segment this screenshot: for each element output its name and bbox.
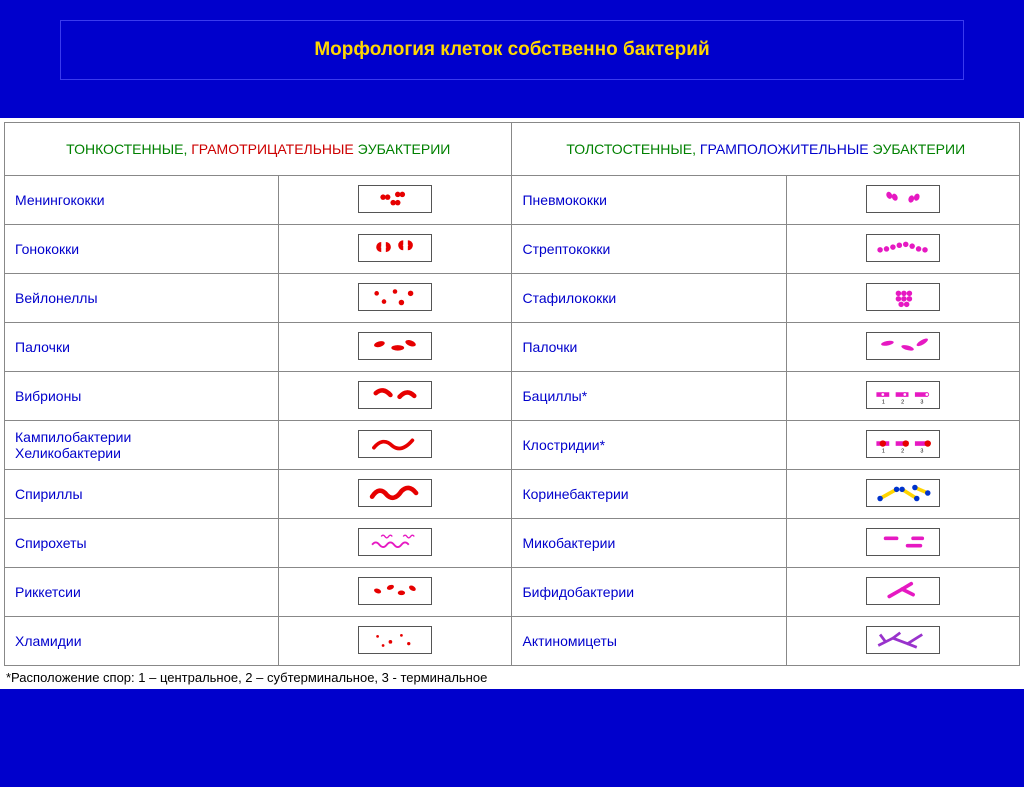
hdr-left-1: ТОНКОСТЕННЫЕ, xyxy=(66,141,187,157)
page-title: Морфология клеток собственно бактерий xyxy=(60,20,964,80)
row-label-left: Вибрионы xyxy=(5,372,279,421)
row-label-left: Спирохеты xyxy=(5,519,279,568)
row-label-right: Актиномицеты xyxy=(512,617,786,666)
hdr-left-3: ЭУБАКТЕРИИ xyxy=(358,141,451,157)
row-icon-left xyxy=(279,617,512,666)
table-row: Вибрионы Бациллы* xyxy=(5,372,1020,421)
row-icon-right xyxy=(786,519,1019,568)
row-icon-left xyxy=(279,421,512,470)
row-label-right: Палочки xyxy=(512,323,786,372)
table-row: Спирохеты Микобактерии xyxy=(5,519,1020,568)
row-icon-left xyxy=(279,519,512,568)
row-icon-right xyxy=(786,176,1019,225)
row-label-left: Спириллы xyxy=(5,470,279,519)
row-icon-right xyxy=(786,568,1019,617)
footnote: *Расположение спор: 1 – центральное, 2 –… xyxy=(4,666,1020,687)
table-header-row: ТОНКОСТЕННЫЕ, ГРАМОТРИЦАТЕЛЬНЫЕ ЭУБАКТЕР… xyxy=(5,123,1020,176)
morphology-table: ТОНКОСТЕННЫЕ, ГРАМОТРИЦАТЕЛЬНЫЕ ЭУБАКТЕР… xyxy=(4,122,1020,666)
morphology-table-container: ТОНКОСТЕННЫЕ, ГРАМОТРИЦАТЕЛЬНЫЕ ЭУБАКТЕР… xyxy=(0,118,1024,689)
table-row: Менингококки Пневмококки xyxy=(5,176,1020,225)
table-row: КампилобактерииХеликобактерии Клостридии* xyxy=(5,421,1020,470)
row-icon-right xyxy=(786,617,1019,666)
row-icon-right xyxy=(786,274,1019,323)
row-icon-left xyxy=(279,372,512,421)
table-row: Спириллы Коринебактерии xyxy=(5,470,1020,519)
header-right: ТОЛСТОСТЕННЫЕ, ГРАМПОЛОЖИТЕЛЬНЫЕ ЭУБАКТЕ… xyxy=(512,123,1020,176)
hdr-right-1: ТОЛСТОСТЕННЫЕ, xyxy=(566,141,696,157)
hdr-left-2: ГРАМОТРИЦАТЕЛЬНЫЕ xyxy=(191,141,354,157)
row-label-right: Бациллы* xyxy=(512,372,786,421)
row-label-left: Гонококки xyxy=(5,225,279,274)
table-row: Палочки Палочки xyxy=(5,323,1020,372)
row-label-left: КампилобактерииХеликобактерии xyxy=(5,421,279,470)
row-label-left: Риккетсии xyxy=(5,568,279,617)
row-label-right: Пневмококки xyxy=(512,176,786,225)
table-row: Хламидии Актиномицеты xyxy=(5,617,1020,666)
row-icon-left xyxy=(279,274,512,323)
row-icon-right xyxy=(786,421,1019,470)
row-label-right: Коринебактерии xyxy=(512,470,786,519)
row-icon-right xyxy=(786,225,1019,274)
row-icon-left xyxy=(279,568,512,617)
row-label-left: Менингококки xyxy=(5,176,279,225)
table-row: Риккетсии Бифидобактерии xyxy=(5,568,1020,617)
row-icon-left xyxy=(279,225,512,274)
table-row: Вейлонеллы Стафилококки xyxy=(5,274,1020,323)
row-icon-right xyxy=(786,323,1019,372)
hdr-right-2: ГРАМПОЛОЖИТЕЛЬНЫЕ xyxy=(700,141,869,157)
row-label-left: Хламидии xyxy=(5,617,279,666)
row-label-right: Стрептококки xyxy=(512,225,786,274)
row-icon-right xyxy=(786,470,1019,519)
row-icon-left xyxy=(279,470,512,519)
row-label-right: Микобактерии xyxy=(512,519,786,568)
row-label-right: Бифидобактерии xyxy=(512,568,786,617)
row-label-right: Клостридии* xyxy=(512,421,786,470)
table-row: Гонококки Стрептококки xyxy=(5,225,1020,274)
row-icon-left xyxy=(279,323,512,372)
row-label-right: Стафилококки xyxy=(512,274,786,323)
row-icon-right xyxy=(786,372,1019,421)
hdr-right-3: ЭУБАКТЕРИИ xyxy=(872,141,965,157)
header-left: ТОНКОСТЕННЫЕ, ГРАМОТРИЦАТЕЛЬНЫЕ ЭУБАКТЕР… xyxy=(5,123,512,176)
row-label-left: Вейлонеллы xyxy=(5,274,279,323)
row-label-left: Палочки xyxy=(5,323,279,372)
row-icon-left xyxy=(279,176,512,225)
